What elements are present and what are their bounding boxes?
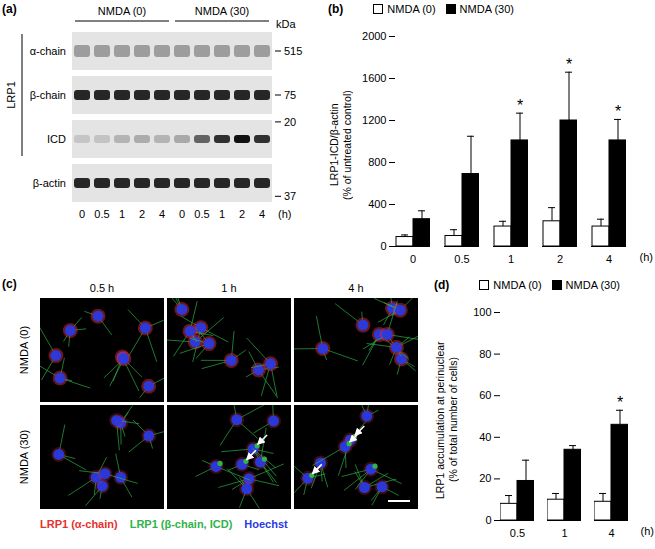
svg-text:2000: 2000 <box>362 30 386 42</box>
svg-text:(a): (a) <box>2 2 17 16</box>
svg-text:60: 60 <box>479 389 491 401</box>
svg-text:20: 20 <box>284 116 296 128</box>
html-text:NMDA (30): NMDA (30) <box>459 3 514 15</box>
svg-text:2: 2 <box>239 208 245 220</box>
svg-text:0: 0 <box>410 253 416 265</box>
svg-text:kDa: kDa <box>276 18 296 30</box>
html-text:(h): (h) <box>640 525 654 537</box>
svg-text:2: 2 <box>139 208 145 220</box>
svg-text:1: 1 <box>508 253 514 265</box>
svg-text:(c): (c) <box>2 277 17 291</box>
svg-text:0: 0 <box>485 514 491 526</box>
svg-text:NMDA (0): NMDA (0) <box>18 326 30 374</box>
svg-text:100: 100 <box>473 306 491 318</box>
svg-text:*: * <box>517 97 523 114</box>
svg-text:20: 20 <box>479 472 491 484</box>
svg-text:2: 2 <box>557 253 563 265</box>
svg-text:0.5 h: 0.5 h <box>90 282 114 294</box>
svg-text:1 h: 1 h <box>221 282 236 294</box>
html-text:(b): (b) <box>328 2 344 16</box>
svg-text:1200: 1200 <box>362 114 386 126</box>
svg-text:0: 0 <box>79 208 85 220</box>
svg-text:4: 4 <box>606 253 612 265</box>
svg-text:LRP1: LRP1 <box>5 81 17 109</box>
html-text:NMDA (30): NMDA (30) <box>565 279 620 291</box>
html-text:NMDA (0): NMDA (0) <box>387 3 436 15</box>
svg-text:Hoechst: Hoechst <box>244 518 288 530</box>
svg-text:α-chain: α-chain <box>30 45 66 57</box>
svg-text:4 h: 4 h <box>348 282 363 294</box>
svg-text:0.5: 0.5 <box>510 527 525 539</box>
svg-text:40: 40 <box>479 431 491 443</box>
svg-text:1: 1 <box>561 527 567 539</box>
svg-text:400: 400 <box>368 198 386 210</box>
svg-text:β-actin: β-actin <box>33 177 66 189</box>
svg-text:515: 515 <box>284 45 302 57</box>
svg-text:0.5: 0.5 <box>194 208 209 220</box>
html-text:LRP1-ICD/β-actin (% of untreat: LRP1-ICD/β-actin (% of untreated control… <box>328 90 353 200</box>
svg-text:80: 80 <box>479 348 491 360</box>
svg-text:4: 4 <box>259 208 265 220</box>
svg-text:NMDA (30): NMDA (30) <box>195 5 249 17</box>
svg-text:ICD: ICD <box>47 133 66 145</box>
svg-text:(h): (h) <box>278 208 291 220</box>
svg-text:75: 75 <box>284 89 296 101</box>
html-text:LRP1 accumulation at perinucle: LRP1 accumulation at perinuclear (% of t… <box>434 341 459 499</box>
svg-text:0: 0 <box>380 240 386 252</box>
html-text:(h): (h) <box>639 251 653 263</box>
svg-text:0: 0 <box>179 208 185 220</box>
svg-text:800: 800 <box>368 156 386 168</box>
svg-text:1600: 1600 <box>362 72 386 84</box>
svg-text:NMDA (30): NMDA (30) <box>18 430 30 484</box>
svg-text:37: 37 <box>284 190 296 202</box>
svg-text:*: * <box>615 103 621 120</box>
svg-text:*: * <box>566 56 572 73</box>
svg-text:LRP1 (β-chain, ICD): LRP1 (β-chain, ICD) <box>130 518 233 530</box>
svg-text:4: 4 <box>159 208 165 220</box>
svg-text:β-chain: β-chain <box>30 89 66 101</box>
svg-text:LRP1 (α-chain): LRP1 (α-chain) <box>40 518 118 530</box>
svg-text:1: 1 <box>119 208 125 220</box>
svg-text:0.5: 0.5 <box>454 253 469 265</box>
html-text:(d): (d) <box>434 278 450 292</box>
svg-text:1: 1 <box>219 208 225 220</box>
svg-text:0.5: 0.5 <box>94 208 109 220</box>
svg-text:NMDA (0): NMDA (0) <box>98 5 146 17</box>
svg-text:4: 4 <box>608 527 614 539</box>
svg-text:*: * <box>617 394 623 411</box>
html-text:NMDA (0): NMDA (0) <box>493 279 542 291</box>
